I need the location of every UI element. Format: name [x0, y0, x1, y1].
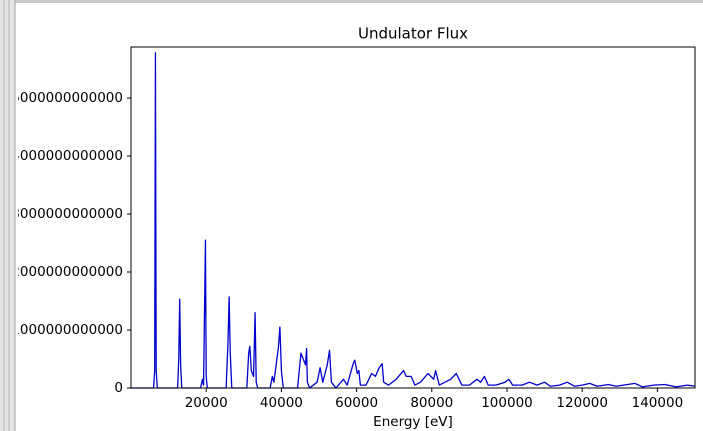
x-tick-label: 60000: [335, 395, 378, 411]
x-axis-label: Energy [eV]: [373, 414, 453, 430]
x-tick-label: 80000: [410, 395, 453, 411]
window-left-frame: [0, 0, 15, 431]
y-tick-label: 4000000000000: [11, 148, 123, 164]
x-tick-label: 140000: [632, 395, 684, 411]
y-tick-label: 2000000000000: [11, 264, 123, 280]
x-tick-label: 120000: [556, 395, 608, 411]
x-tick-label: 20000: [185, 395, 228, 411]
x-tick-label: 40000: [260, 395, 303, 411]
plot-frame: [130, 46, 696, 389]
y-tick-label: 5000000000000: [11, 90, 123, 106]
data-line: [131, 52, 696, 389]
y-tick-labels: 0 1000000000000 2000000000000 3000000000000…: [11, 90, 123, 396]
window-top-border: [0, 0, 703, 3]
chart-title: Undulator Flux: [358, 25, 468, 43]
y-tick-label: 0: [114, 380, 123, 396]
x-tick-label: 100000: [481, 395, 533, 411]
y-tick-label: 3000000000000: [11, 206, 123, 222]
y-tick-label: 1000000000000: [11, 322, 123, 338]
